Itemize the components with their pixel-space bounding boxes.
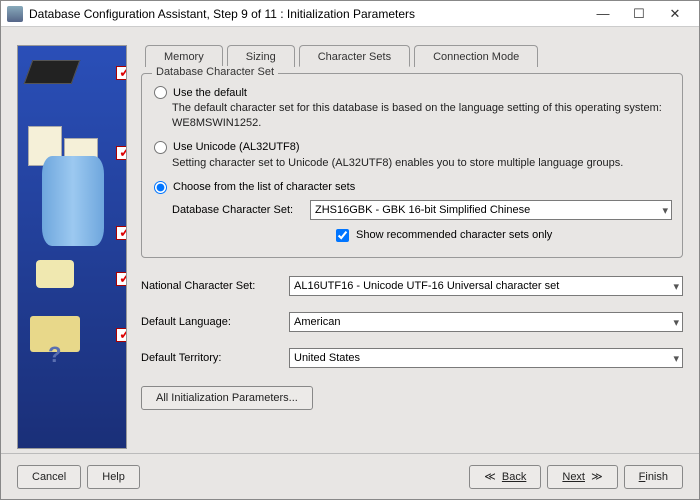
radio-choose-list-label: Choose from the list of character sets xyxy=(173,181,355,193)
unicode-desc: Setting character set to Unicode (AL32UT… xyxy=(172,156,672,171)
minimize-button[interactable]: — xyxy=(585,3,621,25)
default-territory-select[interactable]: United States xyxy=(289,348,683,368)
close-button[interactable]: ✕ xyxy=(657,3,693,25)
back-label: Back xyxy=(502,471,526,483)
default-desc: The default character set for this datab… xyxy=(172,101,672,131)
next-label: Next xyxy=(562,471,585,483)
national-charset-label: National Character Set: xyxy=(141,280,281,292)
radio-use-unicode[interactable]: Use Unicode (AL32UTF8) xyxy=(154,141,672,154)
radio-use-default-input[interactable] xyxy=(154,86,167,99)
next-button[interactable]: Next ≫ xyxy=(547,465,617,489)
default-language-select[interactable]: American xyxy=(289,312,683,332)
db-charset-label: Database Character Set: xyxy=(172,204,302,216)
cancel-button[interactable]: Cancel xyxy=(17,465,81,489)
main-panel: Memory Sizing Character Sets Connection … xyxy=(141,45,683,449)
check-icon xyxy=(116,66,127,80)
check-icon xyxy=(116,328,127,342)
tab-strip: Memory Sizing Character Sets Connection … xyxy=(141,45,683,67)
show-recommended-row[interactable]: Show recommended character sets only xyxy=(332,226,672,245)
check-icon xyxy=(116,146,127,160)
finish-button[interactable]: Finish xyxy=(624,465,683,489)
window: Database Configuration Assistant, Step 9… xyxy=(0,0,700,500)
check-icon xyxy=(116,226,127,240)
wizard-sidebar: ? xyxy=(17,45,127,449)
body: ? Memory Sizing Character Sets Connectio… xyxy=(1,27,699,453)
radio-use-unicode-input[interactable] xyxy=(154,141,167,154)
maximize-button[interactable]: ☐ xyxy=(621,3,657,25)
check-icon xyxy=(116,272,127,286)
radio-use-default[interactable]: Use the default xyxy=(154,86,672,99)
wizard-button-row: Cancel Help ≪ Back Next ≫ Finish xyxy=(1,453,699,499)
group-legend: Database Character Set xyxy=(152,66,278,78)
radio-use-default-label: Use the default xyxy=(173,87,247,99)
wizard-graphic: ? xyxy=(17,45,127,449)
radio-choose-list-input[interactable] xyxy=(154,181,167,194)
show-recommended-label: Show recommended character sets only xyxy=(356,229,552,241)
default-language-value: American xyxy=(294,316,340,328)
titlebar: Database Configuration Assistant, Step 9… xyxy=(1,1,699,27)
national-charset-value: AL16UTF16 - Unicode UTF-16 Universal cha… xyxy=(294,280,559,292)
default-language-label: Default Language: xyxy=(141,316,281,328)
tab-connection-mode[interactable]: Connection Mode xyxy=(414,45,538,67)
all-init-params-button[interactable]: All Initialization Parameters... xyxy=(141,386,313,410)
help-button[interactable]: Help xyxy=(87,465,140,489)
tab-sizing[interactable]: Sizing xyxy=(227,45,295,67)
back-button[interactable]: ≪ Back xyxy=(469,465,541,489)
show-recommended-checkbox[interactable] xyxy=(336,229,349,242)
default-territory-value: United States xyxy=(294,352,360,364)
default-territory-label: Default Territory: xyxy=(141,352,281,364)
radio-choose-list[interactable]: Choose from the list of character sets xyxy=(154,181,672,194)
database-charset-group: Database Character Set Use the default T… xyxy=(141,73,683,258)
tab-character-sets[interactable]: Character Sets xyxy=(299,45,410,67)
national-charset-select[interactable]: AL16UTF16 - Unicode UTF-16 Universal cha… xyxy=(289,276,683,296)
window-title: Database Configuration Assistant, Step 9… xyxy=(29,7,585,21)
db-charset-select[interactable]: ZHS16GBK - GBK 16-bit Simplified Chinese xyxy=(310,200,672,220)
app-icon xyxy=(7,6,23,22)
radio-use-unicode-label: Use Unicode (AL32UTF8) xyxy=(173,141,300,153)
tab-memory[interactable]: Memory xyxy=(145,45,223,67)
db-charset-value: ZHS16GBK - GBK 16-bit Simplified Chinese xyxy=(315,204,530,216)
